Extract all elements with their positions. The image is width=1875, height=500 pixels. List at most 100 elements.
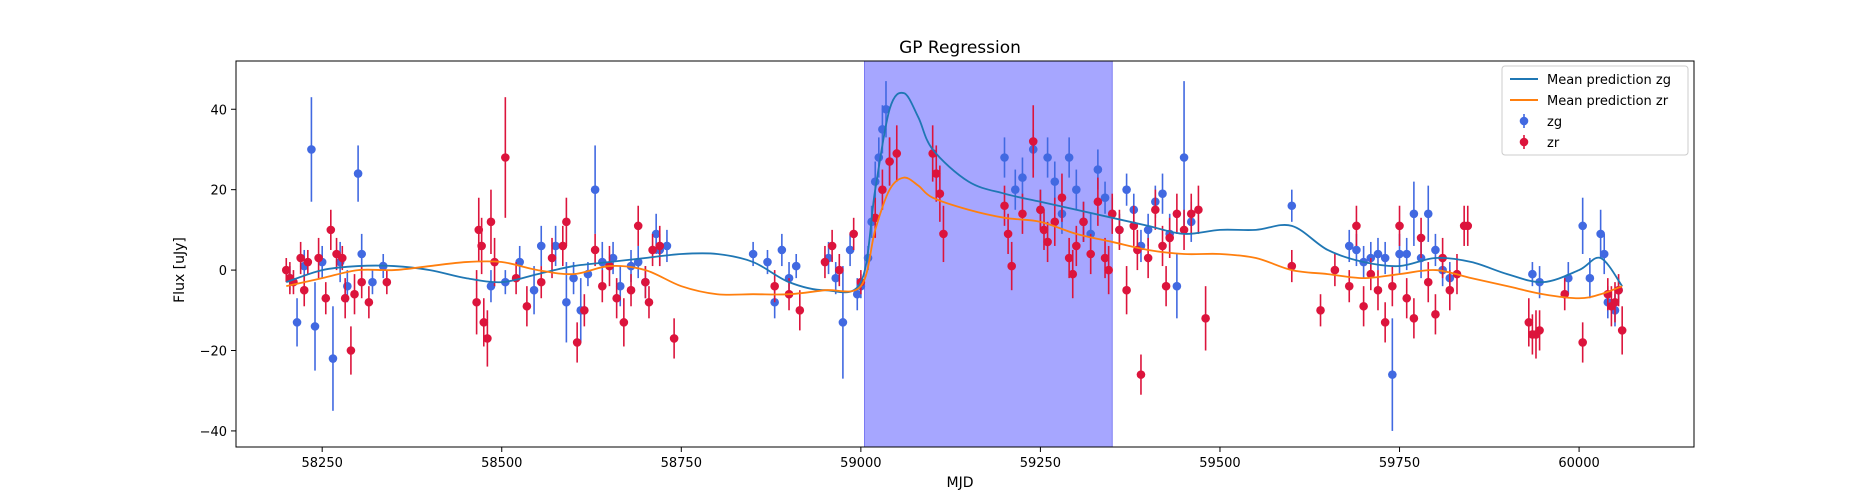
data-point <box>1380 253 1390 263</box>
data-point <box>292 318 302 327</box>
data-point <box>562 217 571 227</box>
legend-box <box>1501 65 1689 156</box>
data-point <box>547 253 557 263</box>
data-point <box>831 273 841 283</box>
data-point <box>515 257 524 267</box>
line-mean-prediction-zg <box>285 91 1623 294</box>
highlight-region <box>864 60 1113 448</box>
data-point <box>648 245 657 255</box>
data-point <box>633 221 643 231</box>
data-point <box>1010 185 1020 194</box>
data-point <box>1380 318 1390 327</box>
x-tick-label: 59250 <box>1020 456 1061 471</box>
data-point <box>1043 153 1052 162</box>
data-point <box>472 297 481 307</box>
data-point <box>486 217 496 227</box>
data-point <box>1068 269 1078 279</box>
data-point <box>1431 310 1440 319</box>
data-point <box>310 322 320 331</box>
data-point <box>1194 205 1203 215</box>
data-point <box>536 241 546 251</box>
data-point <box>343 281 352 291</box>
data-point <box>1585 273 1595 283</box>
data-point <box>1003 229 1013 239</box>
y-tick-label: 40 <box>210 103 227 118</box>
y-tick-label: −40 <box>200 425 227 440</box>
data-point <box>1287 201 1297 211</box>
data-point <box>1000 201 1009 211</box>
data-point <box>479 318 489 327</box>
data-point <box>1122 285 1131 295</box>
data-point <box>1201 314 1210 323</box>
legend-label: zg <box>1547 115 1562 130</box>
data-point <box>669 334 679 343</box>
data-point <box>1104 265 1113 275</box>
data-point <box>644 297 654 307</box>
x-tick-label: 59000 <box>840 456 881 471</box>
axes: 58250 58500 58750 59000 59250 59500 59750 60000… <box>200 60 1695 471</box>
data-point <box>641 277 650 287</box>
data-point <box>1599 249 1609 259</box>
data-point <box>1316 305 1325 315</box>
series-zr <box>281 97 1627 395</box>
data-point <box>885 157 894 166</box>
data-point <box>795 305 805 315</box>
data-point <box>572 338 582 347</box>
data-point <box>1431 245 1440 255</box>
data-point <box>748 249 758 259</box>
y-axis-title: Flux [uJy] <box>172 237 188 303</box>
data-point <box>1330 265 1340 275</box>
data-point <box>1143 225 1153 235</box>
data-point <box>770 281 779 291</box>
data-point <box>536 277 546 287</box>
data-point <box>619 318 629 327</box>
data-point <box>612 293 621 303</box>
data-point <box>1366 269 1376 279</box>
data-point <box>1122 185 1131 194</box>
data-point <box>1165 233 1174 243</box>
data-point <box>1359 301 1368 311</box>
data-point <box>820 257 830 267</box>
data-point <box>296 253 305 263</box>
data-point <box>1086 249 1095 259</box>
data-point <box>590 245 600 255</box>
data-point <box>346 346 356 355</box>
data-point <box>852 289 862 299</box>
data-point <box>1007 261 1016 271</box>
x-tick-label: 58250 <box>302 456 343 471</box>
data-point <box>328 354 338 363</box>
data-point <box>1079 217 1088 227</box>
data-point <box>1100 193 1110 203</box>
data-point <box>791 261 801 271</box>
data-point <box>529 285 539 295</box>
data-point <box>1524 318 1534 327</box>
data-point <box>562 297 571 307</box>
data-point <box>590 185 600 194</box>
data-point <box>1578 338 1587 347</box>
legend-label: Mean prediction zg <box>1547 73 1671 88</box>
data-point <box>835 265 844 275</box>
data-point <box>1107 209 1117 219</box>
data-point <box>1416 233 1426 243</box>
data-point <box>1352 221 1361 231</box>
data-point <box>1028 137 1038 146</box>
data-point <box>281 265 291 275</box>
data-point <box>321 293 331 303</box>
data-point <box>337 253 347 263</box>
data-point <box>838 318 848 327</box>
data-point <box>1136 370 1146 379</box>
data-point <box>1172 281 1182 291</box>
data-point <box>501 153 510 162</box>
data-point <box>1115 225 1124 235</box>
data-point <box>1161 281 1171 291</box>
data-point <box>1057 193 1067 203</box>
data-point <box>845 245 855 255</box>
data-point <box>368 277 377 287</box>
data-point <box>1535 326 1544 335</box>
data-point <box>1050 217 1060 227</box>
data-point <box>299 285 309 295</box>
data-point <box>874 153 884 162</box>
data-point <box>340 293 350 303</box>
line-mean-prediction-zr <box>286 176 1623 300</box>
data-point <box>763 257 772 267</box>
